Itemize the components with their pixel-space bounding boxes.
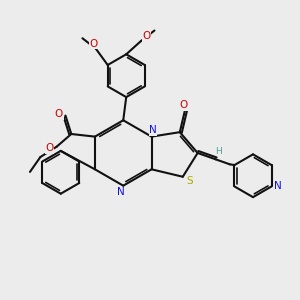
Text: O: O — [55, 109, 63, 119]
Text: O: O — [45, 143, 53, 153]
Text: N: N — [274, 182, 282, 191]
Text: O: O — [142, 32, 151, 41]
Text: N: N — [117, 187, 125, 197]
Text: N: N — [149, 125, 157, 135]
Text: O: O — [89, 39, 98, 49]
Text: O: O — [179, 100, 188, 110]
Text: H: H — [215, 147, 222, 156]
Text: S: S — [186, 176, 193, 186]
